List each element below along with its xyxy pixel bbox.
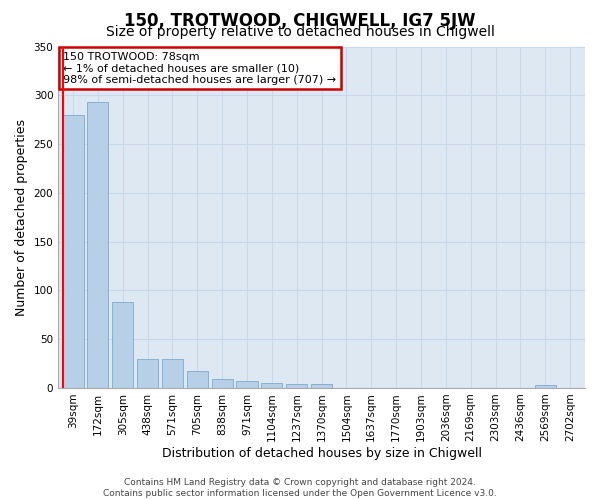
Bar (162, 358, 183, 388)
Bar (236, 381, 257, 388)
Bar (62, 115, 83, 388)
Bar (286, 384, 307, 388)
Bar (137, 358, 158, 388)
Bar (535, 385, 556, 388)
Text: 150, TROTWOOD, CHIGWELL, IG7 5JW: 150, TROTWOOD, CHIGWELL, IG7 5JW (124, 12, 476, 30)
Bar (212, 379, 233, 388)
Y-axis label: Number of detached properties: Number of detached properties (15, 118, 28, 316)
Bar (311, 384, 332, 388)
Bar (112, 302, 133, 388)
Bar (88, 102, 109, 388)
Bar (187, 372, 208, 388)
X-axis label: Distribution of detached houses by size in Chigwell: Distribution of detached houses by size … (161, 447, 482, 460)
Text: Size of property relative to detached houses in Chigwell: Size of property relative to detached ho… (106, 25, 494, 39)
Text: Contains HM Land Registry data © Crown copyright and database right 2024.
Contai: Contains HM Land Registry data © Crown c… (103, 478, 497, 498)
Bar (262, 383, 283, 388)
Text: 150 TROTWOOD: 78sqm
← 1% of detached houses are smaller (10)
98% of semi-detache: 150 TROTWOOD: 78sqm ← 1% of detached hou… (64, 52, 337, 85)
